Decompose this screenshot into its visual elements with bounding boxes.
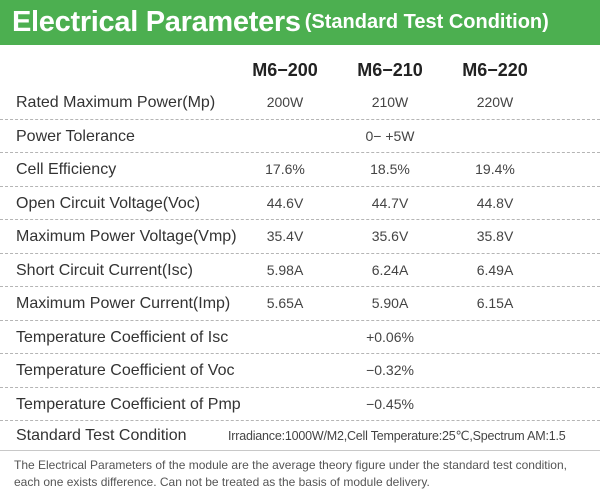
row-label: Temperature Coefficient of Voc [16, 362, 235, 379]
table-row: Maximum Power Current(Imp) 5.65A 5.90A 6… [0, 287, 600, 321]
column-header-m6-210: M6−210 [357, 60, 423, 80]
cell-value: 210W [371, 94, 409, 110]
cell-value: 44.8V [476, 194, 514, 211]
column-header-m6-220: M6−220 [462, 60, 528, 80]
page-title: Electrical Parameters [12, 6, 301, 38]
table-row: Rated Maximum Power(Mp) 200W 210W 220W [0, 86, 600, 120]
row-label: Rated Maximum Power(Mp) [16, 94, 216, 111]
table-row: Temperature Coefficient of Pmp −0.45% [0, 388, 600, 421]
table-row: Temperature Coefficient of Isc +0.06% [0, 321, 600, 354]
cell-value: 5.90A [371, 295, 409, 311]
standard-test-condition-row: Standard Test Condition Irradiance:1000W… [0, 421, 600, 451]
table-row: Maximum Power Voltage(Vmp) 35.4V 35.6V 3… [0, 220, 600, 254]
cell-value: 19.4% [475, 161, 515, 177]
parameters-table: Rated Maximum Power(Mp) 200W 210W 220W P… [0, 86, 600, 421]
footnote: The Electrical Parameters of the module … [14, 458, 567, 489]
table-row: Temperature Coefficient of Voc −0.32% [0, 354, 600, 388]
row-label: Maximum Power Current(Imp) [16, 295, 231, 312]
table-row: Cell Efficiency 17.6% 18.5% 19.4% [0, 153, 600, 187]
standard-test-condition-value: Irradiance:1000W/M2,Cell Temperature:25℃… [228, 429, 566, 443]
row-label: Temperature Coefficient of Pmp [16, 395, 241, 413]
cell-value: 6.49A [476, 261, 514, 278]
row-label: Power Tolerance [16, 127, 135, 145]
cell-value: 200W [266, 94, 304, 110]
cell-value: 220W [476, 94, 514, 110]
row-label: Temperature Coefficient of Isc [16, 328, 229, 346]
page-subtitle: (Standard Test Condition) [304, 11, 549, 33]
table-row: Short Circuit Current(Isc) 5.98A 6.24A 6… [0, 254, 600, 287]
cell-value: 44.7V [371, 194, 409, 211]
table-row: Power Tolerance 0− +5W [0, 120, 600, 153]
title-bar: Electrical Parameters (Standard Test Con… [0, 0, 600, 45]
cell-value: 5.98A [266, 261, 304, 278]
column-header-m6-200: M6−200 [252, 60, 318, 80]
cell-value: 35.8V [476, 228, 514, 244]
cell-value: 6.24A [371, 261, 409, 278]
cell-value-merged: 0− +5W [365, 127, 415, 144]
row-label: Open Circuit Voltage(Voc) [16, 194, 201, 212]
row-label: Standard Test Condition [16, 427, 187, 444]
cell-value: 35.4V [266, 228, 304, 244]
cell-value: 35.6V [371, 228, 409, 244]
cell-value: 5.65A [266, 295, 304, 311]
cell-value: 17.6% [265, 161, 305, 177]
cell-value: 44.6V [266, 194, 304, 211]
table-row: Open Circuit Voltage(Voc) 44.6V 44.7V 44… [0, 187, 600, 220]
cell-value-merged: −0.45% [366, 395, 414, 412]
cell-value: 6.15A [476, 295, 514, 311]
row-label: Cell Efficiency [16, 161, 117, 178]
cell-value-merged: +0.06% [366, 328, 414, 345]
row-label: Maximum Power Voltage(Vmp) [16, 228, 237, 245]
cell-value-merged: −0.32% [366, 362, 414, 378]
cell-value: 18.5% [370, 161, 410, 177]
row-label: Short Circuit Current(Isc) [16, 261, 193, 279]
column-headers: M6−200 M6−210 M6−220 [0, 60, 600, 84]
